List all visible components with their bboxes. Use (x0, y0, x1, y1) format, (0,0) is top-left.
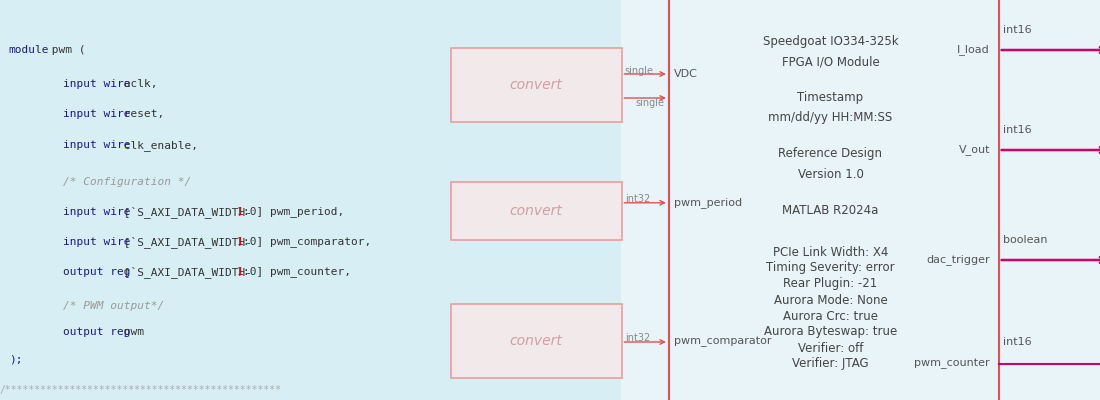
Text: output reg: output reg (9, 267, 130, 277)
Text: 1: 1 (236, 267, 243, 277)
Text: convert: convert (509, 204, 563, 218)
Text: V_out: V_out (958, 144, 990, 156)
Text: Aurora Mode: None: Aurora Mode: None (773, 294, 888, 306)
Text: int32: int32 (625, 334, 650, 343)
Bar (451, 304, 622, 378)
Bar (0, 0, 621, 400)
Text: [`S_AXI_DATA_WIDTH-: [`S_AXI_DATA_WIDTH- (117, 206, 252, 218)
Text: [`S_AXI_DATA_WIDTH-: [`S_AXI_DATA_WIDTH- (117, 266, 252, 278)
Text: mm/dd/yy HH:MM:SS: mm/dd/yy HH:MM:SS (769, 112, 892, 124)
Text: );: ); (9, 355, 22, 365)
Text: Timing Severity: error: Timing Severity: error (767, 262, 894, 274)
Text: aclk,: aclk, (117, 79, 157, 89)
Text: input wire: input wire (9, 237, 130, 247)
Text: reset,: reset, (117, 109, 164, 119)
Text: VDC: VDC (674, 69, 698, 79)
Text: [`S_AXI_DATA_WIDTH-: [`S_AXI_DATA_WIDTH- (117, 236, 252, 248)
Text: I_load: I_load (957, 44, 990, 56)
Text: pwm: pwm (117, 327, 144, 337)
Text: input wire: input wire (9, 79, 130, 89)
Text: 1: 1 (236, 237, 243, 247)
Text: /***********************************************: /***************************************… (0, 385, 282, 395)
Text: input wire: input wire (9, 109, 130, 119)
Text: convert: convert (509, 78, 563, 92)
Text: pwm_counter: pwm_counter (914, 359, 990, 369)
Text: /* Configuration */: /* Configuration */ (9, 177, 191, 187)
Text: pwm (: pwm ( (45, 45, 86, 55)
Bar (451, 182, 622, 240)
Text: input wire: input wire (9, 207, 130, 217)
Bar (451, 48, 622, 122)
Text: Aurora Crc: true: Aurora Crc: true (783, 310, 878, 322)
Text: clk_enable,: clk_enable, (117, 140, 198, 151)
Text: FPGA I/O Module: FPGA I/O Module (782, 56, 879, 68)
Text: MATLAB R2024a: MATLAB R2024a (782, 204, 879, 216)
Text: Verifier: JTAG: Verifier: JTAG (792, 358, 869, 370)
Text: int16: int16 (1003, 25, 1032, 35)
Text: /* PWM output*/: /* PWM output*/ (9, 301, 164, 311)
Text: :0] pwm_counter,: :0] pwm_counter, (243, 266, 351, 278)
Text: convert: convert (509, 334, 563, 348)
Text: Reference Design: Reference Design (779, 148, 882, 160)
Text: pwm_comparator: pwm_comparator (674, 337, 772, 347)
Text: dac_trigger: dac_trigger (926, 254, 990, 266)
Text: Rear Plugin: -21: Rear Plugin: -21 (783, 278, 878, 290)
Text: input wire: input wire (9, 140, 130, 150)
Text: Aurora Byteswap: true: Aurora Byteswap: true (763, 326, 898, 338)
Text: 1: 1 (236, 207, 243, 217)
Text: pwm_period: pwm_period (674, 197, 742, 208)
Text: Speedgoat IO334-325k: Speedgoat IO334-325k (762, 36, 899, 48)
Text: output reg: output reg (9, 327, 130, 337)
Text: boolean: boolean (1003, 235, 1047, 245)
Text: :0] pwm_period,: :0] pwm_period, (243, 206, 344, 218)
Text: int16: int16 (1003, 125, 1032, 135)
Text: int16: int16 (1003, 337, 1032, 347)
Text: module: module (9, 45, 50, 55)
Text: single: single (625, 66, 653, 76)
Text: int32: int32 (625, 194, 650, 204)
Text: Verifier: off: Verifier: off (798, 342, 864, 354)
Text: Version 1.0: Version 1.0 (798, 168, 864, 180)
Text: Timestamp: Timestamp (798, 92, 864, 104)
Text: single: single (636, 98, 664, 108)
Text: PCIe Link Width: X4: PCIe Link Width: X4 (773, 246, 888, 258)
Text: :0] pwm_comparator,: :0] pwm_comparator, (243, 236, 371, 248)
